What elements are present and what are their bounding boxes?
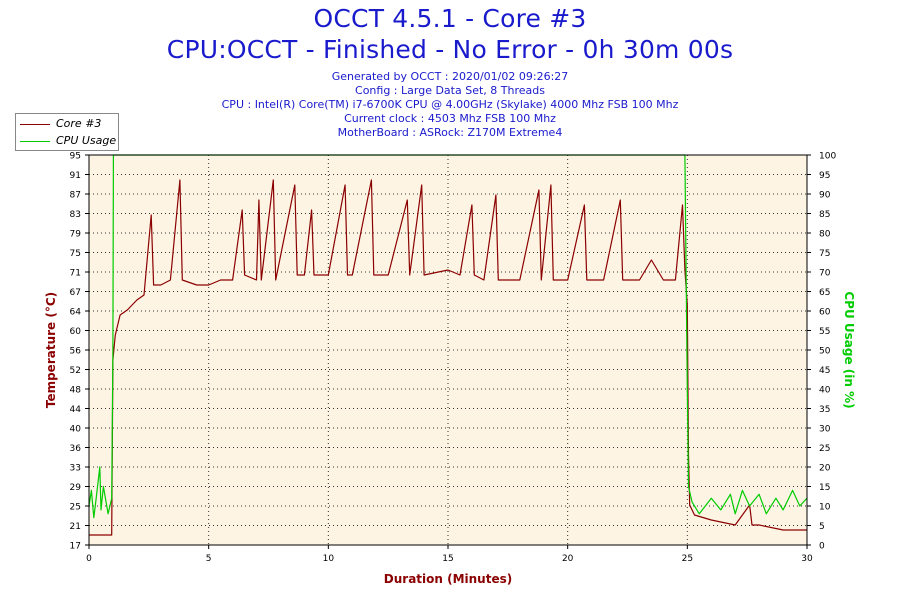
y-left-tick-label: 29 [70, 483, 82, 493]
legend-label-core3: Core #3 [56, 117, 102, 130]
y-left-axis-ticks: 17 21 25 29 33 36 40 44 48 52 56 60 64 67 71 75 79 83 87 91… [70, 152, 89, 552]
series-lines [88, 154, 808, 536]
x-tick-label: 0 [86, 554, 92, 564]
x-axis-ticks: 0 5 10 15 20 25 30 [86, 545, 813, 564]
info-cpu: CPU : Intel(R) Core(TM) i7-6700K CPU @ 4… [221, 98, 679, 111]
y-left-tick-label: 75 [70, 249, 81, 259]
y-right-tick-label: 45 [819, 366, 830, 376]
series-line-cpu-usage [88, 154, 808, 519]
y-right-tick-label: 75 [819, 249, 830, 259]
y-left-tick-label: 83 [70, 210, 81, 220]
y-right-tick-label: 95 [819, 171, 830, 181]
y-right-axis-ticks: 0 5 10 15 20 25 30 35 40 45 50 55 60 65 70 75 80 85 90 95 10… [807, 152, 836, 552]
y-right-tick-label: 30 [819, 425, 831, 435]
y-left-tick-label: 21 [70, 522, 81, 532]
legend-label-cpu-usage: CPU Usage [56, 134, 117, 147]
y-left-tick-label: 64 [70, 308, 82, 318]
info-clock: Current clock : 4503 Mhz FSB 100 Mhz [344, 112, 556, 125]
chart-legend: Core #3 CPU Usage [15, 113, 119, 151]
series-line-core3 [89, 179, 807, 536]
y-right-tick-label: 65 [819, 288, 830, 298]
info-motherboard: MotherBoard : ASRock: Z170M Extreme4 [337, 126, 563, 139]
y-right-tick-label: 55 [819, 327, 830, 337]
x-tick-label: 10 [323, 554, 335, 564]
y-left-tick-label: 71 [70, 269, 81, 279]
y-right-tick-label: 70 [819, 269, 831, 279]
legend-swatch-cpu-usage [20, 140, 50, 142]
x-tick-label: 30 [801, 554, 813, 564]
y-right-tick-label: 25 [819, 444, 830, 454]
y-right-tick-label: 80 [819, 230, 831, 240]
y-left-tick-label: 60 [70, 327, 82, 337]
info-config: Config : Large Data Set, 8 Threads [355, 84, 545, 97]
x-tick-label: 5 [206, 554, 212, 564]
chart-subtitle: CPU:OCCT - Finished - No Error - 0h 30m … [166, 35, 734, 64]
y-right-axis-label: CPU Usage (in %) [842, 291, 856, 408]
chart-title: OCCT 4.5.1 - Core #3 [313, 4, 587, 33]
y-left-tick-label: 44 [70, 405, 82, 415]
legend-swatch-core3 [20, 123, 50, 125]
y-right-tick-label: 90 [819, 191, 831, 201]
y-left-tick-label: 91 [70, 171, 81, 181]
y-right-tick-label: 15 [819, 483, 830, 493]
y-right-tick-label: 50 [819, 347, 831, 357]
y-right-tick-label: 0 [819, 542, 825, 552]
legend-entry-core3: Core #3 [20, 116, 101, 132]
y-left-tick-label: 56 [70, 347, 82, 357]
y-right-tick-label: 60 [819, 308, 831, 318]
y-left-tick-label: 40 [70, 425, 82, 435]
x-tick-label: 15 [442, 554, 453, 564]
y-right-tick-label: 20 [819, 464, 831, 474]
x-tick-label: 25 [682, 554, 693, 564]
y-left-axis-label: Temperature (°C) [44, 292, 58, 408]
legend-entry-cpu-usage: CPU Usage [20, 133, 116, 149]
x-axis-label: Duration (Minutes) [384, 572, 512, 586]
y-left-tick-label: 33 [70, 464, 81, 474]
grid-lines [89, 155, 807, 545]
y-right-tick-label: 10 [819, 503, 831, 513]
y-left-tick-label: 67 [70, 288, 81, 298]
y-left-tick-label: 17 [70, 542, 81, 552]
y-left-tick-label: 52 [70, 366, 81, 376]
plot-area [89, 155, 807, 545]
y-right-tick-label: 85 [819, 210, 830, 220]
y-left-tick-label: 48 [70, 386, 82, 396]
y-right-tick-label: 40 [819, 386, 831, 396]
y-left-tick-label: 79 [70, 230, 82, 240]
y-left-tick-label: 36 [70, 444, 82, 454]
info-generated: Generated by OCCT : 2020/01/02 09:26:27 [331, 70, 569, 83]
y-left-tick-label: 87 [70, 191, 81, 201]
y-left-tick-label: 95 [70, 152, 81, 162]
y-left-tick-label: 25 [70, 503, 81, 513]
x-tick-label: 20 [562, 554, 574, 564]
y-right-tick-label: 100 [819, 152, 836, 162]
y-right-tick-label: 5 [819, 522, 825, 532]
y-right-tick-label: 35 [819, 405, 830, 415]
